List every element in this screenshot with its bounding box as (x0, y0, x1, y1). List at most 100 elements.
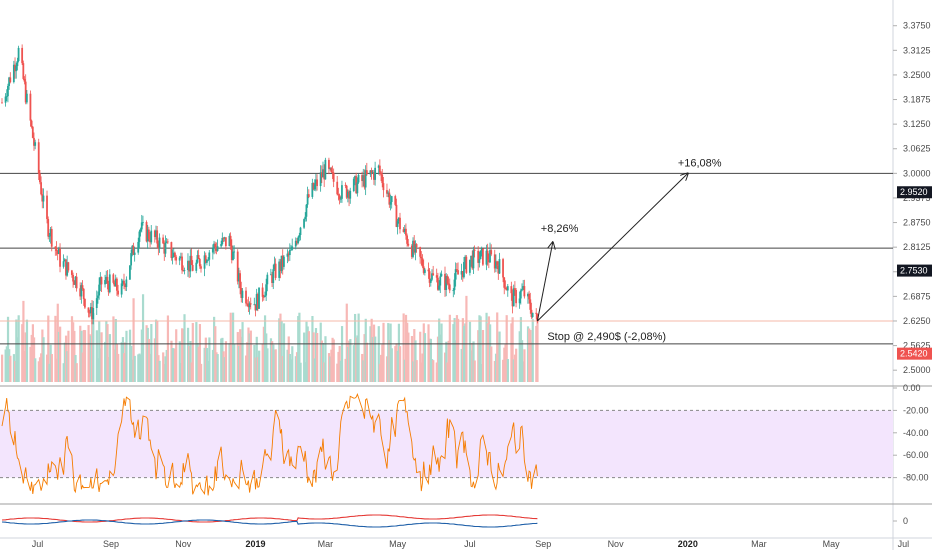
volume-bar (75, 363, 78, 382)
volume-bar (428, 338, 431, 382)
volume-bar (485, 312, 488, 382)
volume-bar (186, 327, 190, 382)
candle-body (74, 276, 77, 285)
volume-bar (70, 316, 74, 382)
candle-body (138, 231, 141, 242)
candle-body (439, 276, 442, 286)
volume-bar (224, 341, 228, 382)
price-badge (897, 186, 932, 199)
target-arrow[interactable] (536, 242, 552, 322)
volume-bar (66, 351, 69, 382)
volume-bar (304, 362, 307, 382)
volume-bar (503, 347, 506, 382)
candle-body (431, 273, 433, 280)
candle-body (453, 279, 456, 291)
volume-bar (73, 330, 76, 382)
volume-bar (430, 359, 434, 382)
candle-body (190, 255, 193, 265)
candle-body (80, 285, 83, 297)
candle-body (25, 93, 28, 103)
candle-body (447, 283, 450, 285)
volume-bar (31, 324, 34, 382)
candle-body (454, 269, 457, 280)
oscillator2-tick-label: 0 (903, 516, 908, 526)
volume-bar (105, 320, 108, 382)
volume-bar (166, 315, 170, 382)
volume-bar (339, 360, 342, 382)
candle-body (62, 261, 65, 267)
volume-bar (419, 331, 422, 382)
volume-bar (494, 353, 498, 382)
candle-body (528, 293, 531, 300)
volume-bar (181, 328, 184, 382)
candle-body (338, 195, 341, 200)
candle-body (271, 274, 273, 283)
candle-body (386, 190, 388, 194)
volume-bar (158, 360, 161, 382)
candle-body (131, 245, 134, 254)
candle-body (312, 182, 315, 190)
candle-body (527, 293, 529, 297)
candle-body (183, 270, 186, 271)
volume-bar (32, 337, 36, 382)
volume-bar (348, 340, 351, 382)
candle-body (389, 201, 392, 205)
target-arrow[interactable] (537, 173, 687, 322)
candle-body (420, 256, 423, 259)
candle-body (248, 303, 251, 308)
time-tick-label: Sep (535, 539, 551, 549)
candle-body (345, 185, 348, 198)
candle-body (405, 228, 407, 236)
candle-body (396, 221, 399, 227)
volume-bar (46, 354, 49, 382)
candle-body (211, 248, 214, 253)
candle-body (436, 277, 439, 290)
volume-bar (535, 325, 538, 382)
candle-body (363, 175, 366, 188)
candle-body (89, 307, 92, 314)
candle-body (369, 170, 372, 175)
volume-bar (489, 324, 492, 382)
volume-bar (473, 360, 476, 382)
candle-body (178, 257, 181, 261)
volume-bar (130, 345, 133, 382)
volume-bar (282, 323, 286, 382)
volume-bar (221, 337, 224, 382)
volume-bar (506, 359, 509, 382)
time-tick-label: Nov (608, 539, 625, 549)
volume-bar (364, 318, 367, 382)
volume-bar (83, 330, 87, 382)
candle-body (106, 276, 109, 284)
volume-bar (278, 318, 281, 382)
volume-bar (114, 318, 117, 382)
candle-body (261, 287, 264, 297)
candle-body (56, 250, 59, 255)
candle-body (139, 229, 142, 232)
volume-bar (432, 360, 435, 382)
volume-bar (372, 324, 376, 382)
candle-body (264, 295, 266, 297)
candle-body (187, 260, 189, 271)
volume-bar (191, 322, 194, 382)
price-tick-label: 3.2500 (903, 70, 931, 80)
volume-bar (216, 354, 219, 382)
candle-body (493, 254, 496, 269)
time-tick-label: Jul (464, 539, 476, 549)
oscillator-tick-label: -20.00 (903, 405, 929, 415)
volume-bar (156, 320, 159, 382)
volume-bar (332, 339, 335, 382)
volume-bar (205, 347, 209, 382)
candle-body (522, 286, 525, 290)
candle-body (427, 269, 430, 272)
volume-bar (72, 322, 75, 382)
volume-bar (312, 332, 315, 382)
volume-bar (493, 360, 496, 382)
volume-bar (490, 346, 493, 382)
candle-body (378, 165, 381, 173)
volume-bar (529, 330, 532, 382)
candle-body (530, 309, 533, 318)
volume-bar (337, 351, 340, 382)
candle-body (87, 307, 90, 313)
volume-bar (415, 360, 418, 382)
